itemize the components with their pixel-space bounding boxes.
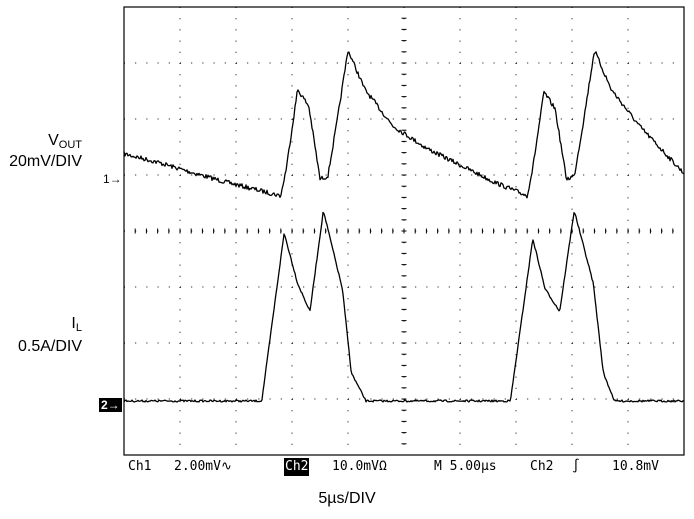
x-axis-label: 5µs/DIV xyxy=(318,490,376,507)
inductor-current-trace xyxy=(123,211,685,403)
graticule xyxy=(123,6,685,456)
status-trigger-source: Ch2 xyxy=(530,459,554,474)
status-trigger-level: 10.8mV xyxy=(612,459,659,474)
il-label-main: I xyxy=(71,315,76,332)
status-ch1-scale: 2.00mV∿ xyxy=(174,459,232,474)
il-scale: 0.5A/DIV xyxy=(17,338,82,355)
status-ch2-scale: 10.0mVΩ xyxy=(332,459,387,474)
ch2-marker: 2→ xyxy=(99,398,122,412)
il-label-sub: L xyxy=(75,322,82,334)
ch1-marker: 1→ xyxy=(103,172,122,186)
il-label: IL xyxy=(71,315,82,337)
vout-scale: 20mV/DIV xyxy=(9,153,82,170)
status-trigger-slope: ∫ xyxy=(572,459,580,474)
status-timebase: M 5.00µs xyxy=(434,459,497,474)
vout-trace xyxy=(123,51,685,199)
status-ch1: Ch1 xyxy=(128,459,152,474)
status-ch2: Ch2 xyxy=(284,458,310,476)
vout-label-sub: OUT xyxy=(58,139,82,151)
vout-label: VOUT xyxy=(48,132,82,154)
vout-label-main: V xyxy=(48,132,59,149)
status-bar: Ch1 2.00mV∿ Ch2 10.0mVΩ M 5.00µs Ch2 ∫ 1… xyxy=(126,458,684,476)
